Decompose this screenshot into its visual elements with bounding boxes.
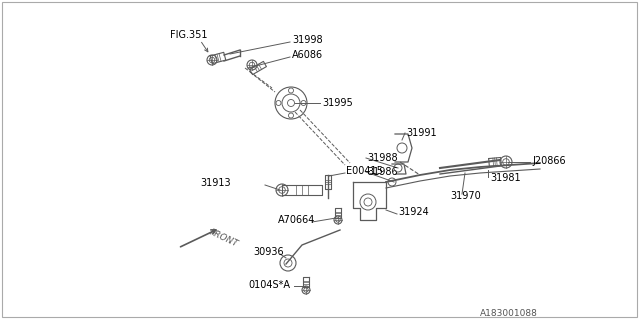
Text: 31991: 31991 xyxy=(406,128,436,138)
Text: 31986: 31986 xyxy=(367,167,397,177)
Text: A183001088: A183001088 xyxy=(480,308,538,317)
Text: FRONT: FRONT xyxy=(208,228,239,249)
Text: 31924: 31924 xyxy=(398,207,429,217)
Text: 31988: 31988 xyxy=(367,153,397,163)
Text: 31998: 31998 xyxy=(292,35,323,45)
Text: E00415: E00415 xyxy=(346,166,383,176)
Text: 31970: 31970 xyxy=(450,191,481,201)
Text: FIG.351: FIG.351 xyxy=(170,30,207,40)
Text: A6086: A6086 xyxy=(292,50,323,60)
Text: 0104S*A: 0104S*A xyxy=(248,280,290,290)
Text: A70664: A70664 xyxy=(278,215,316,225)
Text: 31913: 31913 xyxy=(200,178,230,188)
Text: 31981: 31981 xyxy=(490,173,520,183)
Text: 30936: 30936 xyxy=(253,247,284,257)
Text: 31995: 31995 xyxy=(322,98,353,108)
Text: J20866: J20866 xyxy=(532,156,566,166)
